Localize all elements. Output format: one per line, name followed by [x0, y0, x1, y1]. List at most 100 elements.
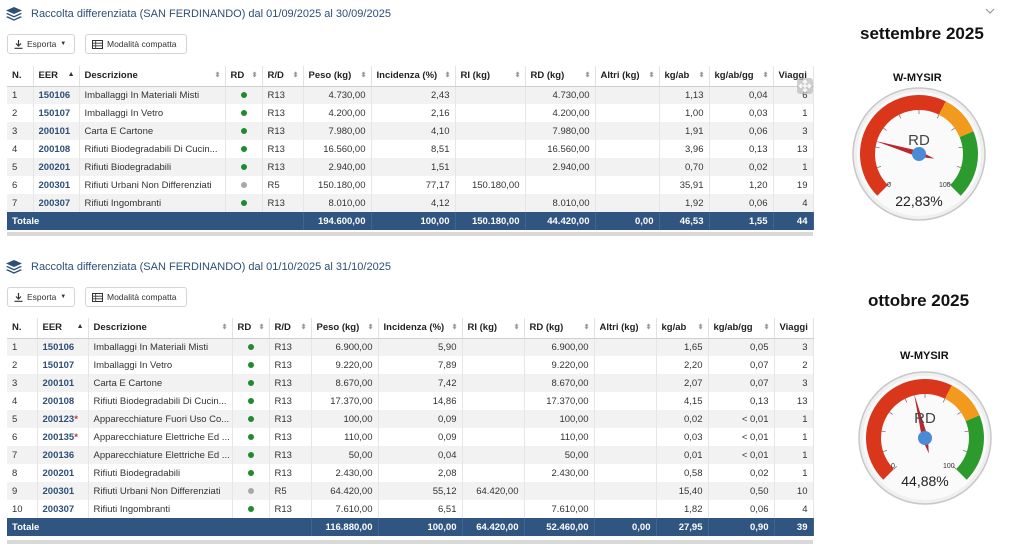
cell-n: 6	[7, 176, 34, 194]
table-row[interactable]: 5 200123* Apparecchiature Fuori Uso Co... R…	[7, 410, 814, 428]
status-dot-green	[247, 469, 254, 476]
sort-icon[interactable]: ⬍	[697, 324, 704, 331]
sort-icon[interactable]: ⬍	[251, 72, 258, 79]
table-row[interactable]: 10 200307 Rifiuti Ingombranti R13 7.610,00 6,…	[7, 500, 814, 518]
table-row[interactable]: 5 200201 Rifiuti Biodegradabili R13 2.940,00…	[7, 158, 814, 176]
sort-icon[interactable]: ⬍	[514, 72, 521, 79]
table-row[interactable]: 2 150107 Imballaggi In Vetro R13 4.200,00 2,1…	[7, 104, 814, 122]
status-dot-green	[247, 433, 254, 440]
column-header-label: Peso (kg)	[316, 322, 360, 334]
cell-kgab: 0,58	[656, 464, 709, 482]
column-header[interactable]: RI (kg) ⬍	[462, 318, 525, 339]
column-header[interactable]: RD ⬍	[232, 318, 270, 339]
sort-icon[interactable]: ⬍	[367, 324, 374, 331]
sort-icon[interactable]: ⬍	[221, 324, 228, 331]
table-row[interactable]: 2 150107 Imballaggi In Vetro R13 9.220,00 7,8…	[7, 356, 814, 374]
sort-icon[interactable]: ⬍	[645, 324, 652, 331]
cell-rdcode: R13	[262, 140, 304, 158]
cell-kgabgg: 0,04	[709, 86, 774, 104]
column-header[interactable]: Altri (kg) ⬍	[595, 66, 660, 87]
table-row[interactable]: 4 200108 Rifiuti Biodegradabili Di Cucin..…	[7, 140, 814, 158]
sort-icon[interactable]: ⬍	[214, 72, 221, 79]
table-row[interactable]: 6 200301 Rifiuti Urbani Non Differenziati R…	[7, 176, 814, 194]
sort-icon[interactable]: ⬍	[451, 324, 458, 331]
cell-altri	[595, 122, 660, 140]
column-header-label: EER	[42, 322, 63, 334]
eer-code: 150107	[38, 107, 71, 119]
column-header[interactable]: kg/ab/gg ⬍	[709, 66, 774, 87]
sort-icon[interactable]: ⬍	[583, 324, 590, 331]
column-header[interactable]: kg/ab ⬍	[659, 66, 710, 87]
gauge-tick	[887, 182, 891, 186]
cell-peso: 16.560,00	[303, 140, 372, 158]
compact-mode-button[interactable]: Modalità compatta	[85, 34, 187, 54]
column-header[interactable]: Incidenza (%) ⬍	[371, 66, 456, 87]
export-button[interactable]: Esporta ▼	[7, 34, 75, 54]
column-header[interactable]: RI (kg) ⬍	[455, 66, 526, 87]
export-button[interactable]: Esporta ▼	[7, 287, 75, 307]
horizontal-scrollbar[interactable]	[7, 232, 813, 236]
column-header[interactable]: N.	[7, 66, 34, 87]
horizontal-scrollbar[interactable]	[7, 540, 813, 544]
gauge-value: 44,88%	[901, 473, 949, 489]
column-header[interactable]: R/D ⬍	[269, 318, 312, 339]
sort-icon[interactable]: ⬍	[762, 72, 769, 79]
sort-icon[interactable]: ⬍	[292, 72, 299, 79]
total-altri: 0,00	[595, 212, 660, 230]
column-header[interactable]: Descrizione ⬍	[88, 318, 233, 339]
column-header[interactable]: kg/ab ⬍	[656, 318, 709, 339]
table-row[interactable]: 1 150106 Imballaggi In Materiali Misti R13 4…	[7, 86, 814, 104]
column-header[interactable]: Peso (kg) ⬍	[311, 318, 379, 339]
sort-icon[interactable]: ⬍	[444, 72, 451, 79]
cell-rdkg: 17.370,00	[524, 392, 595, 410]
column-header[interactable]: RD (kg) ⬍	[525, 66, 596, 87]
cell-kgabgg: 0,07	[708, 374, 775, 392]
column-header[interactable]: EER ▲	[33, 66, 80, 87]
cell-kgabgg: 0,03	[709, 104, 774, 122]
column-header[interactable]: EER ▲	[37, 318, 89, 339]
gauge-tick	[936, 114, 940, 119]
total-altri: 0,00	[594, 518, 657, 536]
column-header[interactable]: RD ⬍	[225, 66, 263, 87]
sort-icon[interactable]: ⬍	[698, 72, 705, 79]
column-header[interactable]: Descrizione ⬍	[79, 66, 226, 87]
cell-desc: Imballaggi In Materiali Misti	[88, 338, 233, 356]
column-header[interactable]: Incidenza (%) ⬍	[378, 318, 463, 339]
table-row[interactable]: 3 200101 Carta E Cartone R13 7.980,00 4,10 7.9…	[7, 122, 814, 140]
sort-asc-icon[interactable]: ▲	[76, 323, 84, 330]
column-header[interactable]: kg/ab/gg ⬍	[708, 318, 775, 339]
cell-inc: 8,51	[371, 140, 456, 158]
compact-mode-button[interactable]: Modalità compatta	[85, 287, 187, 307]
chevron-down-icon[interactable]	[984, 6, 996, 16]
sort-asc-icon[interactable]: ▲	[67, 71, 75, 78]
cell-kgab: 1,91	[659, 122, 710, 140]
column-header[interactable]: R/D ⬍	[262, 66, 304, 87]
sort-icon[interactable]: ⬍	[763, 324, 770, 331]
table-row[interactable]: 7 200307 Rifiuti Ingombranti R13 8.010,00 4,1…	[7, 194, 814, 212]
table-icon	[92, 39, 103, 49]
column-header[interactable]: Altri (kg) ⬍	[594, 318, 657, 339]
sort-icon[interactable]: ⬍	[300, 324, 307, 331]
cell-peso: 64.420,00	[311, 482, 379, 500]
column-header[interactable]: RD (kg) ⬍	[524, 318, 595, 339]
table-row[interactable]: 6 200135* Apparecchiature Elettriche Ed ..…	[7, 428, 814, 446]
table-row[interactable]: 1 150106 Imballaggi In Materiali Misti R13 6…	[7, 338, 814, 356]
sort-icon[interactable]: ⬍	[584, 72, 591, 79]
sort-icon[interactable]: ⬍	[360, 72, 367, 79]
column-header[interactable]: N.	[7, 318, 38, 339]
sort-icon[interactable]: ⬍	[513, 324, 520, 331]
table-row[interactable]: 3 200101 Carta E Cartone R13 8.670,00 7,42 8.6…	[7, 374, 814, 392]
table-header-row: N. EER ▲ Descrizione ⬍ RD ⬍ R/D ⬍ Peso (kg) ⬍ Incid…	[7, 318, 814, 339]
sort-icon[interactable]: ⬍	[648, 72, 655, 79]
cell-eer: 150107	[33, 104, 80, 122]
table-row[interactable]: 7 200136 Apparecchiature Elettriche Ed ...…	[7, 446, 814, 464]
column-header[interactable]: Viaggi	[774, 318, 814, 339]
cell-rdcode: R13	[262, 104, 304, 122]
cell-rdcode: R13	[269, 500, 312, 518]
table-row[interactable]: 9 200301 Rifiuti Urbani Non Differenziati R…	[7, 482, 814, 500]
table-row[interactable]: 8 200201 Rifiuti Biodegradabili R13 2.430,00…	[7, 464, 814, 482]
total-viaggi: 39	[774, 518, 814, 536]
column-header[interactable]: Peso (kg) ⬍	[303, 66, 372, 87]
sort-icon[interactable]: ⬍	[258, 324, 265, 331]
table-row[interactable]: 4 200108 Rifiuti Biodegradabili Di Cucin..…	[7, 392, 814, 410]
